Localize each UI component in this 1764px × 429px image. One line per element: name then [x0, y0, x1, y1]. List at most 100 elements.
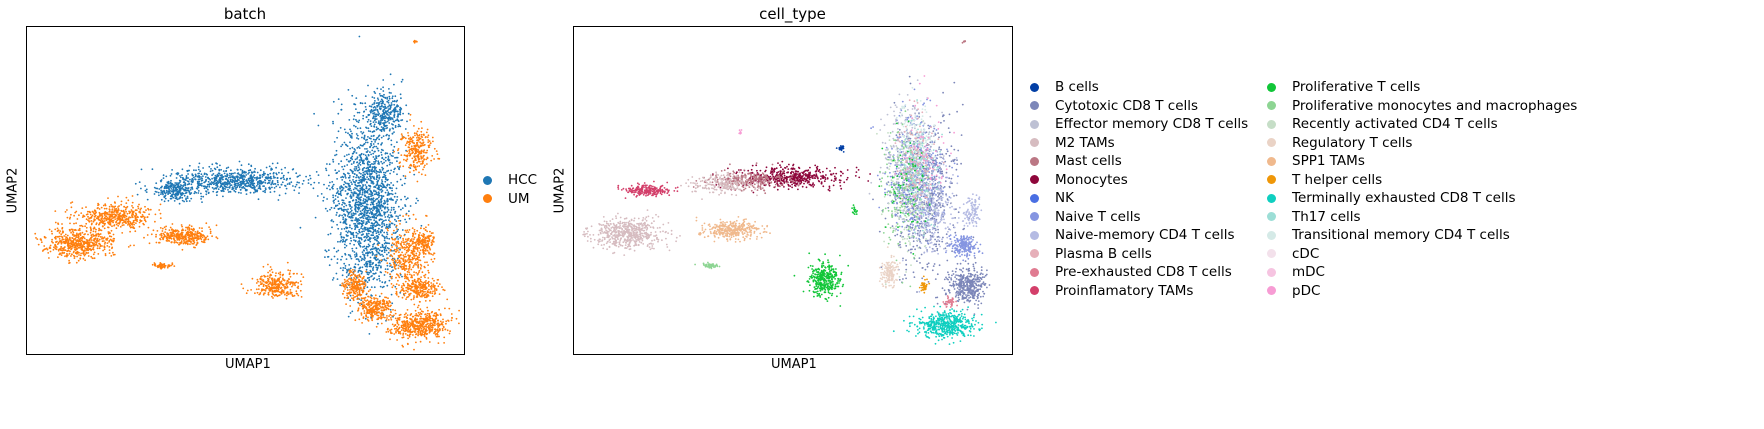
data-point — [307, 182, 310, 185]
data-point — [81, 225, 84, 228]
data-point — [168, 190, 171, 192]
data-point — [372, 197, 375, 200]
data-point — [207, 188, 209, 191]
data-point — [398, 256, 400, 258]
data-point — [367, 209, 370, 212]
data-point — [397, 123, 400, 126]
data-point — [356, 137, 358, 139]
data-point — [357, 166, 360, 169]
data-point — [184, 186, 187, 189]
data-point — [184, 234, 187, 237]
data-point — [364, 141, 367, 144]
data-point — [358, 111, 361, 114]
data-point — [165, 239, 168, 242]
data-point — [298, 186, 301, 189]
data-point — [252, 186, 255, 189]
data-point — [348, 176, 351, 179]
data-point — [394, 218, 396, 221]
data-point — [102, 204, 105, 207]
data-point — [271, 186, 273, 189]
data-point — [380, 154, 383, 156]
data-point — [351, 310, 354, 313]
data-point — [352, 233, 354, 235]
data-point — [400, 244, 403, 247]
data-point — [383, 113, 386, 115]
data-point — [395, 260, 397, 263]
data-point — [354, 166, 356, 168]
data-point — [401, 78, 404, 81]
data-point — [355, 184, 357, 187]
data-point — [366, 265, 368, 268]
legend-label: Regulatory T cells — [1292, 134, 1413, 151]
data-point — [372, 201, 374, 204]
data-point — [56, 230, 59, 233]
data-point — [362, 114, 365, 117]
data-point — [377, 191, 380, 194]
data-point — [391, 222, 394, 225]
data-point — [371, 163, 373, 165]
data-point — [432, 241, 435, 243]
data-point — [378, 168, 381, 171]
data-point — [169, 226, 172, 229]
data-point — [392, 269, 394, 272]
data-point — [231, 181, 234, 184]
data-point — [370, 222, 373, 225]
data-point — [185, 189, 187, 192]
data-point — [359, 216, 362, 219]
data-point — [366, 234, 368, 237]
data-point — [383, 161, 385, 164]
data-point — [181, 231, 184, 234]
data-point — [189, 234, 192, 237]
data-point — [404, 268, 406, 271]
data-point — [97, 253, 100, 255]
legend-label: Naive-memory CD4 T cells — [1055, 227, 1235, 243]
data-point — [194, 237, 197, 240]
data-point — [344, 182, 347, 184]
data-point — [346, 154, 348, 156]
data-point — [197, 190, 200, 192]
data-point — [349, 147, 351, 150]
data-point — [221, 176, 224, 178]
data-point — [58, 248, 61, 251]
data-point — [398, 251, 400, 254]
data-point — [388, 134, 390, 137]
data-point — [370, 153, 372, 156]
data-point — [363, 230, 365, 233]
data-point — [419, 232, 421, 234]
data-point — [381, 215, 383, 217]
data-point — [429, 230, 431, 233]
data-point — [365, 268, 368, 271]
data-point — [359, 164, 362, 166]
data-point — [369, 203, 372, 206]
data-point — [382, 127, 385, 130]
data-point — [193, 176, 195, 179]
data-point — [43, 245, 46, 247]
data-point — [390, 139, 393, 142]
data-point — [276, 162, 279, 165]
data-point — [296, 181, 299, 184]
data-point — [85, 249, 88, 252]
data-point — [402, 241, 405, 244]
data-point — [120, 209, 123, 212]
data-point — [390, 143, 393, 146]
data-point — [202, 175, 204, 178]
data-point — [367, 136, 369, 138]
data-point — [251, 180, 254, 182]
data-point — [199, 170, 202, 173]
data-point — [180, 240, 183, 242]
data-point — [382, 205, 385, 208]
data-point — [338, 202, 341, 205]
data-point — [366, 138, 368, 141]
data-point — [200, 233, 203, 236]
data-point — [376, 209, 378, 212]
data-point — [93, 257, 96, 260]
data-point — [211, 235, 214, 238]
data-point — [339, 221, 342, 224]
data-point — [83, 242, 86, 245]
data-point — [432, 232, 434, 234]
data-point — [424, 237, 427, 240]
data-point — [143, 223, 145, 226]
data-point — [375, 145, 378, 148]
data-point — [383, 235, 385, 238]
data-point — [369, 120, 372, 122]
